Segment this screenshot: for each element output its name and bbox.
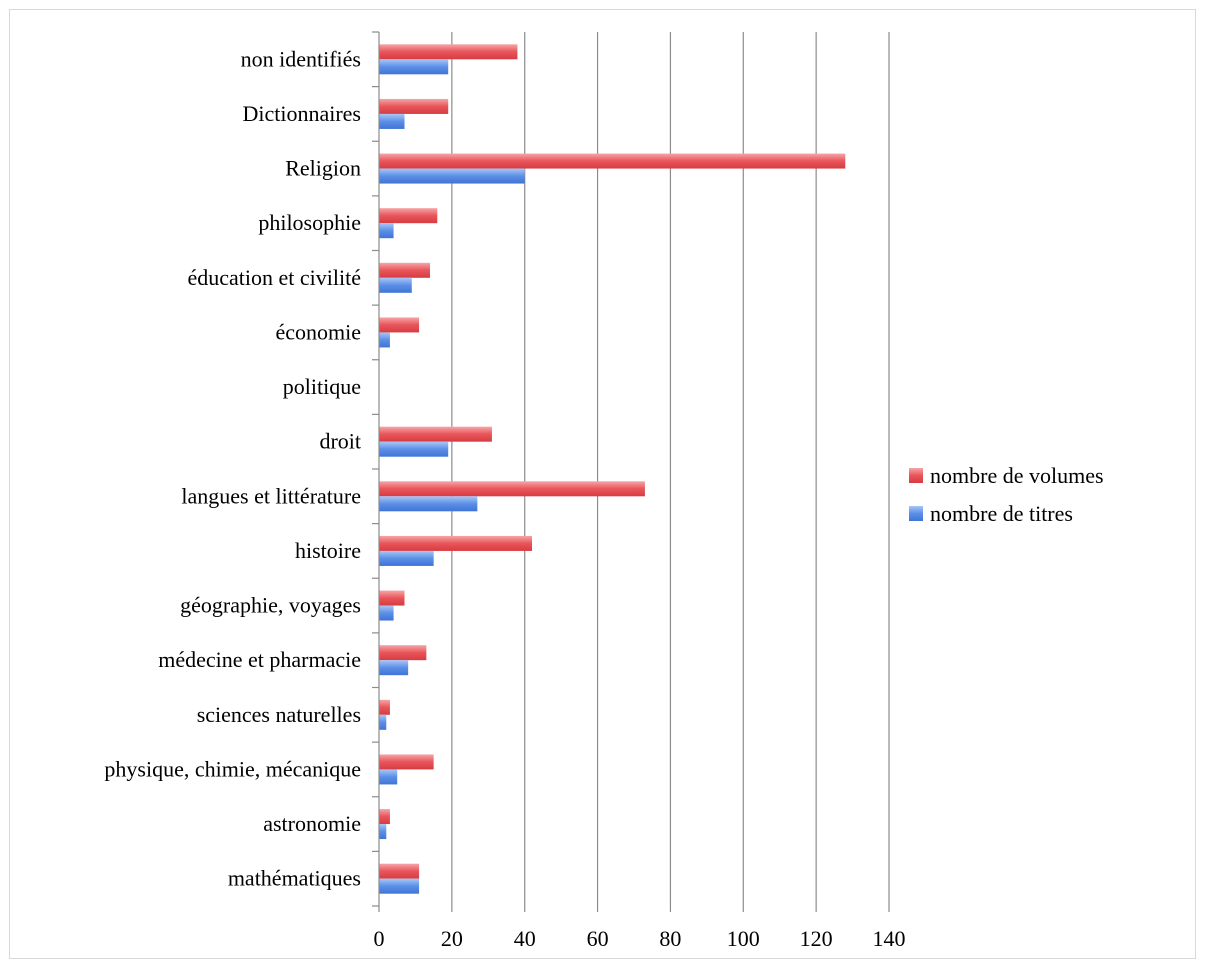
bar-volumes (379, 262, 430, 278)
x-tick-label-140: 140 (873, 926, 906, 951)
bar-volumes (379, 481, 645, 497)
bar-volumes (379, 699, 390, 715)
category-label: Dictionnaires (242, 101, 361, 126)
bar-volumes (379, 317, 420, 333)
category-label: philosophie (258, 210, 361, 235)
x-tick-label-0: 0 (374, 926, 385, 951)
legend-label-titres: nombre de titres (930, 501, 1073, 526)
category-label: droit (319, 429, 361, 454)
bar-titres (379, 441, 449, 457)
bar-volumes (379, 208, 438, 224)
category-label: sciences naturelles (197, 702, 361, 727)
bar-titres (379, 714, 387, 730)
bar-volumes (379, 426, 492, 442)
bar-volumes (379, 590, 405, 606)
bar-volumes (379, 645, 427, 661)
legend-label-volumes: nombre de volumes (930, 463, 1104, 488)
bar-volumes (379, 153, 846, 169)
x-tick-label-80: 80 (659, 926, 681, 951)
category-label: non identifiés (241, 46, 361, 71)
category-label: astronomie (263, 811, 361, 836)
bar-volumes (379, 535, 532, 551)
category-label: physique, chimie, mécanique (104, 756, 361, 781)
category-label: mathématiques (228, 866, 361, 891)
bar-volumes (379, 44, 518, 60)
bars (379, 44, 846, 894)
bar-titres (379, 550, 434, 566)
labels: 0 20 40 60 80 100 120 140 mathématiques astronomi… (104, 46, 905, 951)
category-label: médecine et pharmacie (158, 647, 361, 672)
bar-titres (379, 878, 420, 894)
bar-titres (379, 660, 409, 676)
bar-volumes (379, 863, 420, 879)
x-tick-label-60: 60 (587, 926, 609, 951)
bar-titres (379, 769, 398, 785)
bar-titres (379, 168, 525, 184)
bar-titres (379, 277, 412, 293)
category-label: économie (275, 319, 361, 344)
x-tick-label-20: 20 (441, 926, 463, 951)
category-label: éducation et civilité (188, 265, 362, 290)
bar-titres (379, 113, 405, 129)
x-tick-label-100: 100 (727, 926, 760, 951)
bar-titres (379, 332, 390, 348)
legend-swatch-titres (909, 506, 923, 521)
axes (372, 31, 890, 912)
bar-titres (379, 59, 449, 75)
x-tick-label-120: 120 (800, 926, 833, 951)
x-tick-label-40: 40 (514, 926, 536, 951)
bar-volumes (379, 98, 449, 114)
legend: nombre de volumes nombre de titres (909, 463, 1104, 526)
category-label: histoire (295, 538, 361, 563)
legend-swatch-volumes (909, 468, 923, 483)
category-label: Religion (285, 156, 361, 181)
category-label: géographie, voyages (180, 593, 361, 618)
bar-titres (379, 824, 387, 840)
bar-titres (379, 223, 394, 239)
bar-titres (379, 605, 394, 621)
category-label: langues et littérature (181, 483, 361, 508)
bar-volumes (379, 754, 434, 770)
category-label: politique (283, 374, 361, 399)
bar-volumes (379, 809, 390, 825)
bar-titres (379, 496, 478, 512)
